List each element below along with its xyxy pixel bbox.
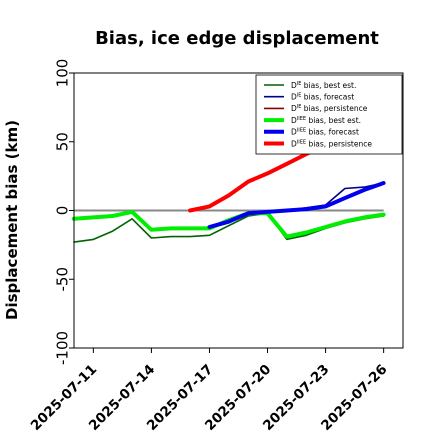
y-tick-label: -50 xyxy=(53,267,71,292)
y-axis-label: Displacement bias (km) xyxy=(3,120,21,320)
series-line-5 xyxy=(207,181,386,229)
y-tick-label: 50 xyxy=(53,132,71,151)
legend-label: DIE bias, persistence xyxy=(291,104,368,113)
legend-label: DIE bias, best est. xyxy=(291,81,356,90)
y-tick-label: -100 xyxy=(53,331,71,365)
legend: DIE bias, best est. DIE bias, forecast DIE… xyxy=(255,74,403,155)
legend-label: DIIEE bias, persistence xyxy=(291,139,372,148)
legend-label: DIE bias, forecast xyxy=(291,93,354,102)
legend-label: DIIEE bias, forecast xyxy=(291,128,359,137)
series-line-1 xyxy=(73,212,385,243)
legend-label: DIIEE bias, best est. xyxy=(291,116,361,125)
legend-box xyxy=(255,74,403,155)
y-tick-label: 0 xyxy=(53,206,71,216)
chart-title: Bias, ice edge displacement xyxy=(95,28,379,49)
series-group xyxy=(72,132,386,243)
series-line-4 xyxy=(72,209,386,239)
y-tick-label: 100 xyxy=(53,59,71,88)
